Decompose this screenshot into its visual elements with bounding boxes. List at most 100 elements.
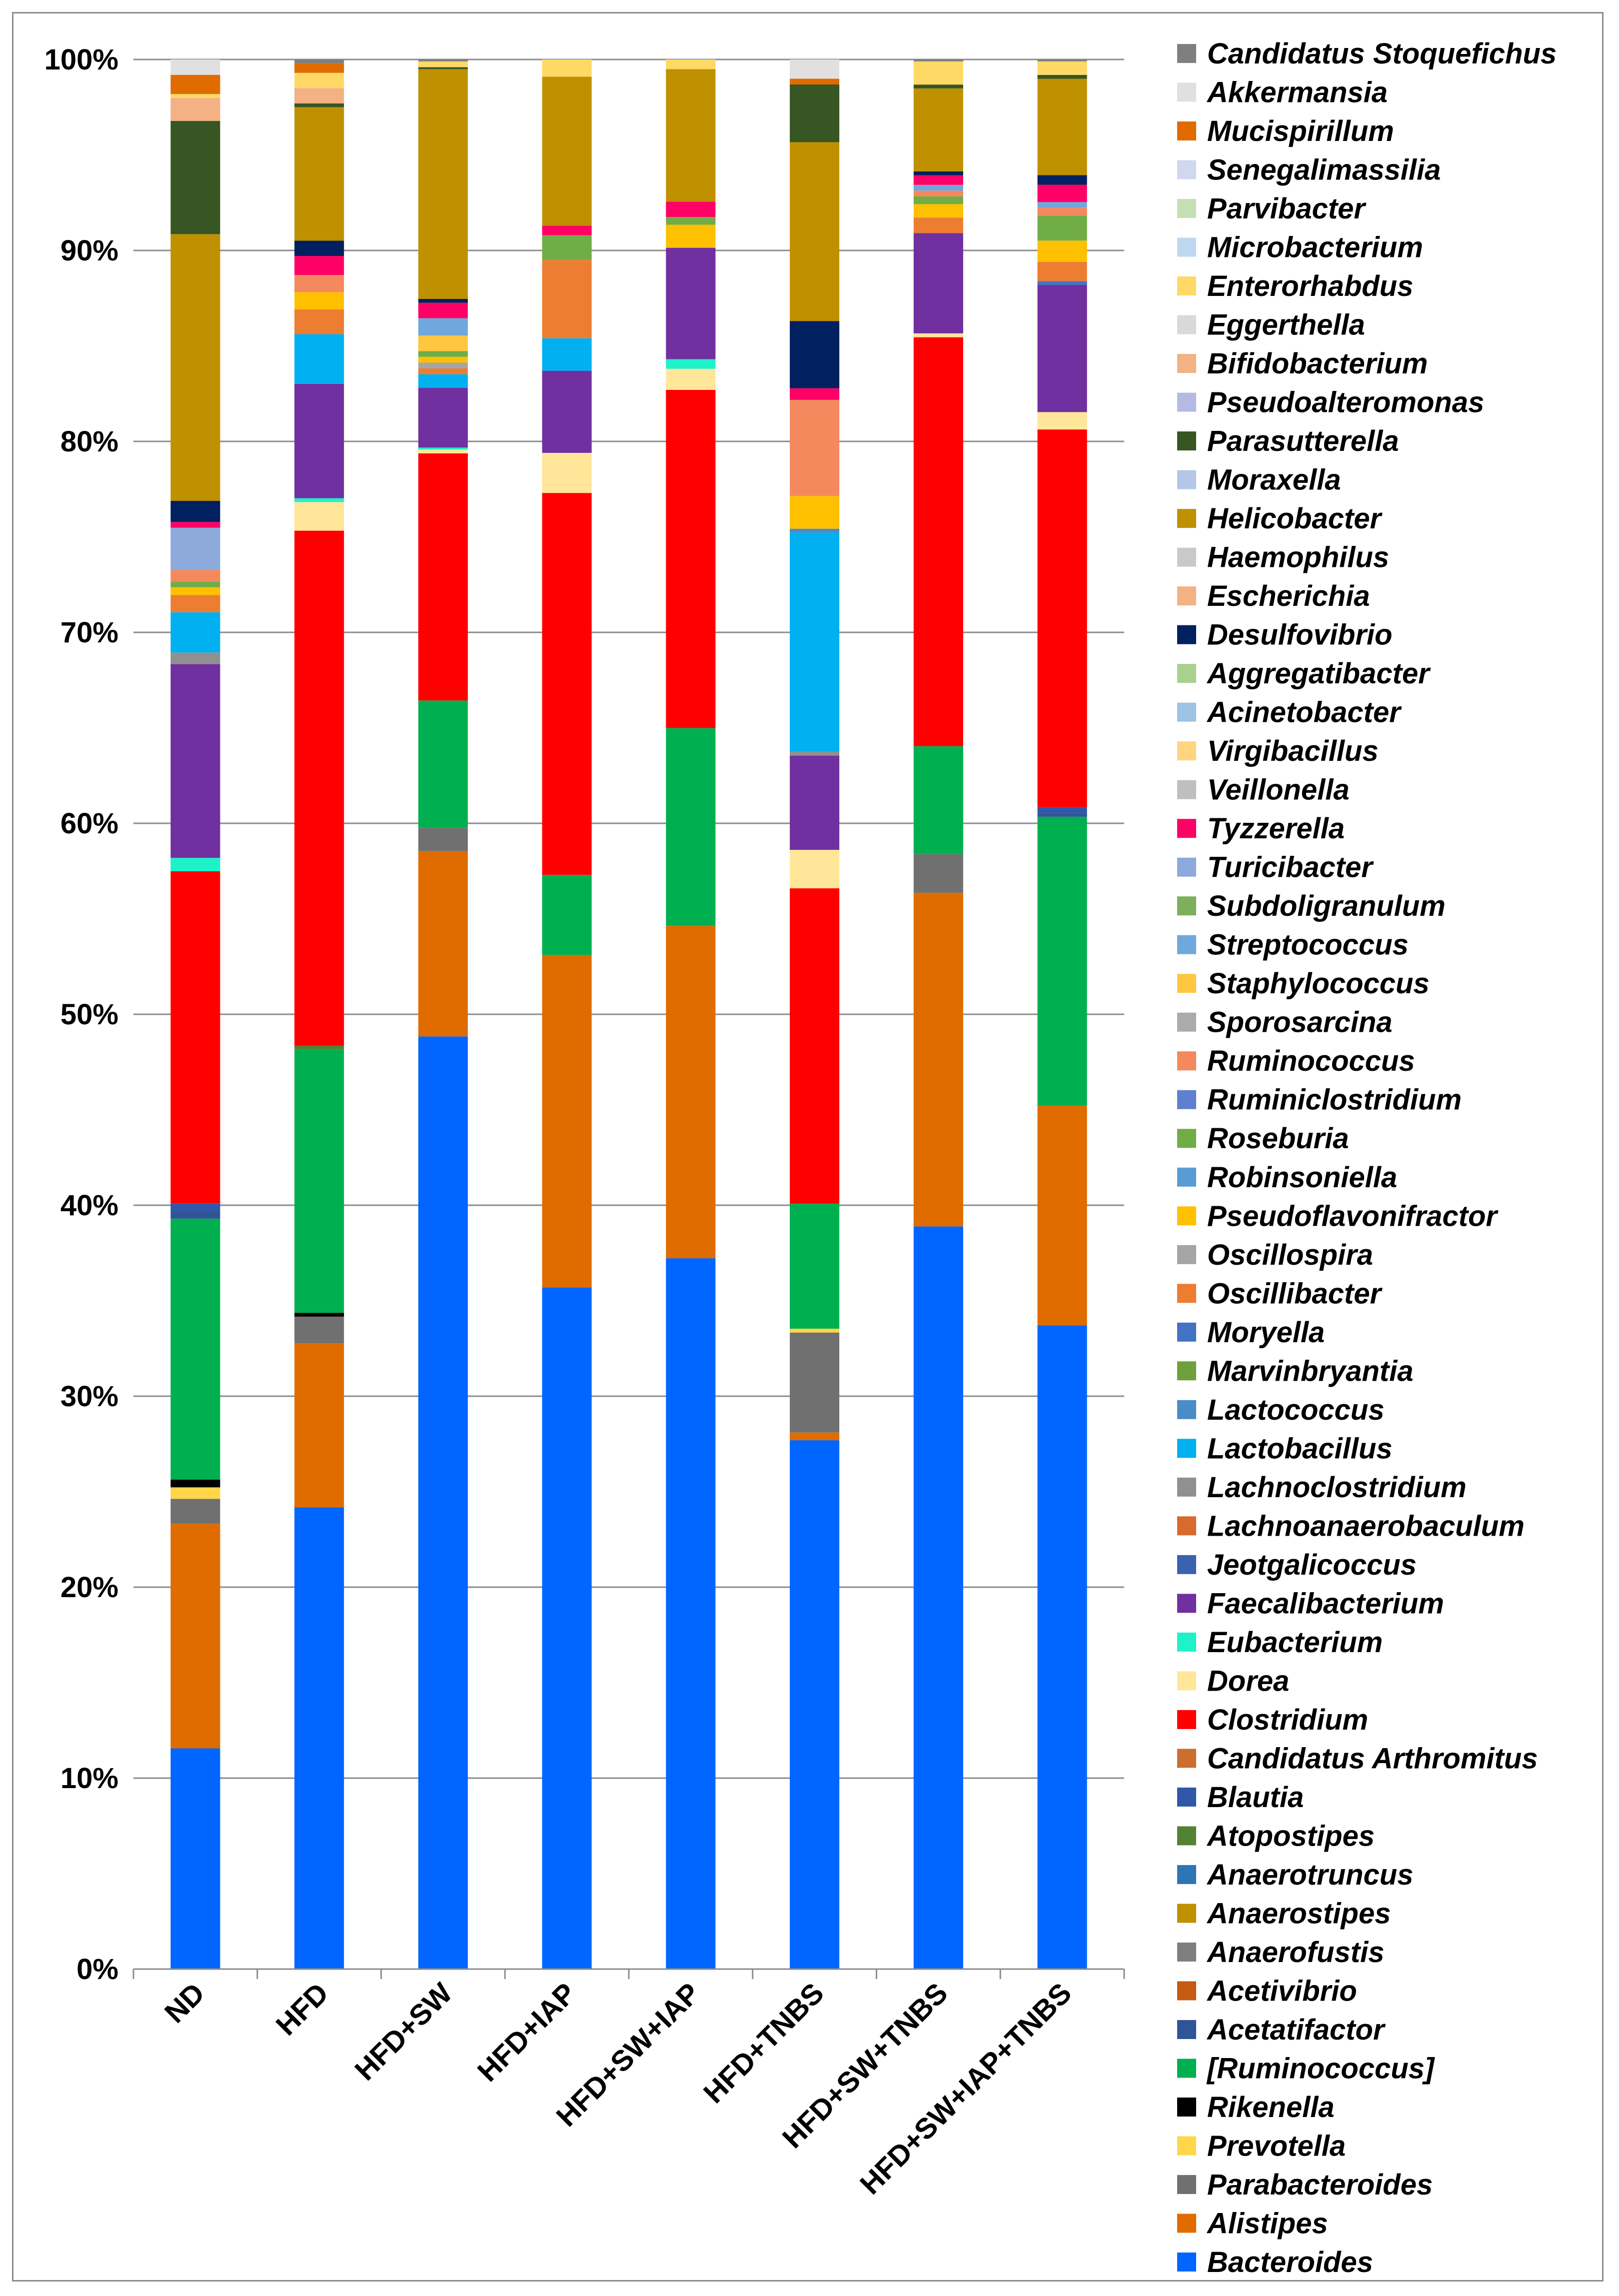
- legend-swatch: [1177, 1749, 1196, 1768]
- y-tick-label: 70%: [60, 616, 118, 649]
- legend-label: Oscillospira: [1207, 1239, 1373, 1271]
- segment-mucispirillum: [790, 78, 840, 85]
- legend-label: Escherichia: [1207, 580, 1370, 612]
- segment-faecalibacterium: [542, 370, 592, 453]
- segment-desulfovibrio: [1037, 175, 1087, 185]
- segment-acetatifactor: [170, 1211, 220, 1219]
- segment-rikenella: [170, 1480, 220, 1488]
- legend-item: Lachnoanaerobaculum: [1177, 1510, 1525, 1542]
- legend-label: Acinetobacter: [1206, 696, 1402, 729]
- legend-item: Moraxella: [1177, 464, 1341, 496]
- segment-parabacteroides: [294, 1316, 344, 1344]
- legend-label: Staphylococcus: [1207, 967, 1430, 1000]
- legend-item: Escherichia: [1177, 580, 1370, 612]
- segment-dorea: [294, 502, 344, 531]
- segment-pseudoflavonifractor: [170, 587, 220, 595]
- legend-label: Veillonella: [1207, 774, 1350, 806]
- segment-akkermansia: [170, 59, 220, 75]
- segment-bifidobacterium: [170, 97, 220, 121]
- segment-lactococcus: [790, 528, 840, 533]
- segment-prevotella: [170, 1487, 220, 1499]
- y-tick-label: 20%: [60, 1571, 118, 1604]
- segment-enterorhabdus: [542, 59, 592, 77]
- segment-alistipes: [913, 892, 963, 1227]
- segment-lactobacillus: [294, 334, 344, 384]
- legend-swatch: [1177, 1051, 1196, 1071]
- legend-swatch: [1177, 1516, 1196, 1536]
- legend-swatch: [1177, 121, 1196, 141]
- segment-desulfovibrio: [170, 501, 220, 522]
- segment-enterorhabdus: [666, 59, 716, 69]
- segment-oscillibacter: [170, 595, 220, 612]
- legend-label: Alistipes: [1206, 2207, 1328, 2240]
- legend-swatch: [1177, 1090, 1196, 1109]
- segment-blautia: [170, 1203, 220, 1211]
- segment-dorea: [666, 368, 716, 390]
- legend-label: Candidatus Stoquefichus: [1207, 37, 1557, 70]
- segment-roseburia: [913, 196, 963, 204]
- legend-label: Oscillibacter: [1207, 1277, 1383, 1310]
- legend-item: Oscillibacter: [1177, 1277, 1383, 1310]
- segment-streptococcus: [418, 318, 468, 336]
- legend-swatch: [1177, 1555, 1196, 1574]
- legend-item: Pseudoflavonifractor: [1177, 1200, 1499, 1232]
- legend-item: Lactobacillus: [1177, 1432, 1393, 1465]
- legend-swatch: [1177, 1942, 1196, 1962]
- legend-swatch: [1177, 1167, 1196, 1187]
- legend-item: Parabacteroides: [1177, 2169, 1433, 2201]
- legend-item: Acetivibrio: [1177, 1975, 1357, 2007]
- legend-item: Bifidobacterium: [1177, 347, 1428, 380]
- legend-swatch: [1177, 1981, 1196, 2001]
- segment-enterorhabdus: [913, 61, 963, 85]
- segment-helicobacter: [418, 69, 468, 299]
- segment-prevotella: [790, 1328, 840, 1333]
- legend-label: Mucispirillum: [1207, 115, 1394, 147]
- legend-swatch: [1177, 1865, 1196, 1884]
- legend-swatch: [1177, 702, 1196, 722]
- legend-label: Acetatifactor: [1206, 2014, 1386, 2046]
- legend-label: Robinsoniella: [1207, 1161, 1397, 1194]
- legend-label: Parvibacter: [1207, 192, 1367, 225]
- legend-swatch: [1177, 1400, 1196, 1419]
- segment-candidatus-stoquefichus: [294, 59, 344, 63]
- legend-swatch: [1177, 2214, 1196, 2233]
- segment-alistipes: [542, 955, 592, 1288]
- segment-pseudoflavonifractor: [666, 224, 716, 248]
- segment-ruminococcus: [170, 570, 220, 582]
- segment-staphylococcus: [418, 335, 468, 351]
- segment-acetatifactor: [1037, 813, 1087, 817]
- legend-label: Ruminococcus: [1207, 1045, 1415, 1077]
- segment-pseudoflavonifractor: [913, 204, 963, 218]
- segment-bacteroides: [542, 1287, 592, 1969]
- legend-item: Pseudoalteromonas: [1177, 386, 1484, 419]
- segment-enterorhabdus: [418, 61, 468, 67]
- segment-candidatus-stoquefichus: [418, 59, 468, 61]
- segment-bifidobacterium: [294, 88, 344, 103]
- segment-ruminococcus: [1037, 207, 1087, 216]
- legend-swatch: [1177, 276, 1196, 296]
- segment-helicobacter: [666, 69, 716, 202]
- bar-hfd-sw-iap: [666, 59, 716, 1969]
- legend: Candidatus Stoquefichus Akkermansia Mucisp…: [1177, 37, 1557, 2279]
- legend-swatch: [1177, 819, 1196, 838]
- legend-label: Faecalibacterium: [1207, 1587, 1444, 1620]
- legend-swatch: [1177, 160, 1196, 179]
- segment-helicobacter: [542, 76, 592, 226]
- bar-hfd-sw-tnbs: [913, 59, 963, 1969]
- segment-alistipes: [418, 851, 468, 1037]
- segment-atopostipes: [294, 1045, 344, 1050]
- y-tick-label: 40%: [60, 1189, 118, 1222]
- legend-label: Jeotgalicoccus: [1207, 1549, 1417, 1581]
- segment-helicobacter: [294, 107, 344, 241]
- legend-label: Prevotella: [1207, 2130, 1346, 2162]
- legend-item: Lachnoclostridium: [1177, 1471, 1467, 1504]
- legend-label: Lactococcus: [1207, 1394, 1385, 1426]
- segment-faecalibacterium: [294, 383, 344, 498]
- x-axis-category-labels: ND HFD HFD+SW HFD+IAPHFD+SW+IAPHFD+TNBSHFD+…: [158, 1977, 1078, 2201]
- legend-swatch: [1177, 1361, 1196, 1381]
- legend-item: Anaerostipes: [1177, 1897, 1391, 1930]
- segment-helicobacter: [913, 88, 963, 171]
- segment-dorea: [790, 850, 840, 889]
- legend-label: Aggregatibacter: [1206, 657, 1431, 690]
- segment-turicibacter: [170, 527, 220, 570]
